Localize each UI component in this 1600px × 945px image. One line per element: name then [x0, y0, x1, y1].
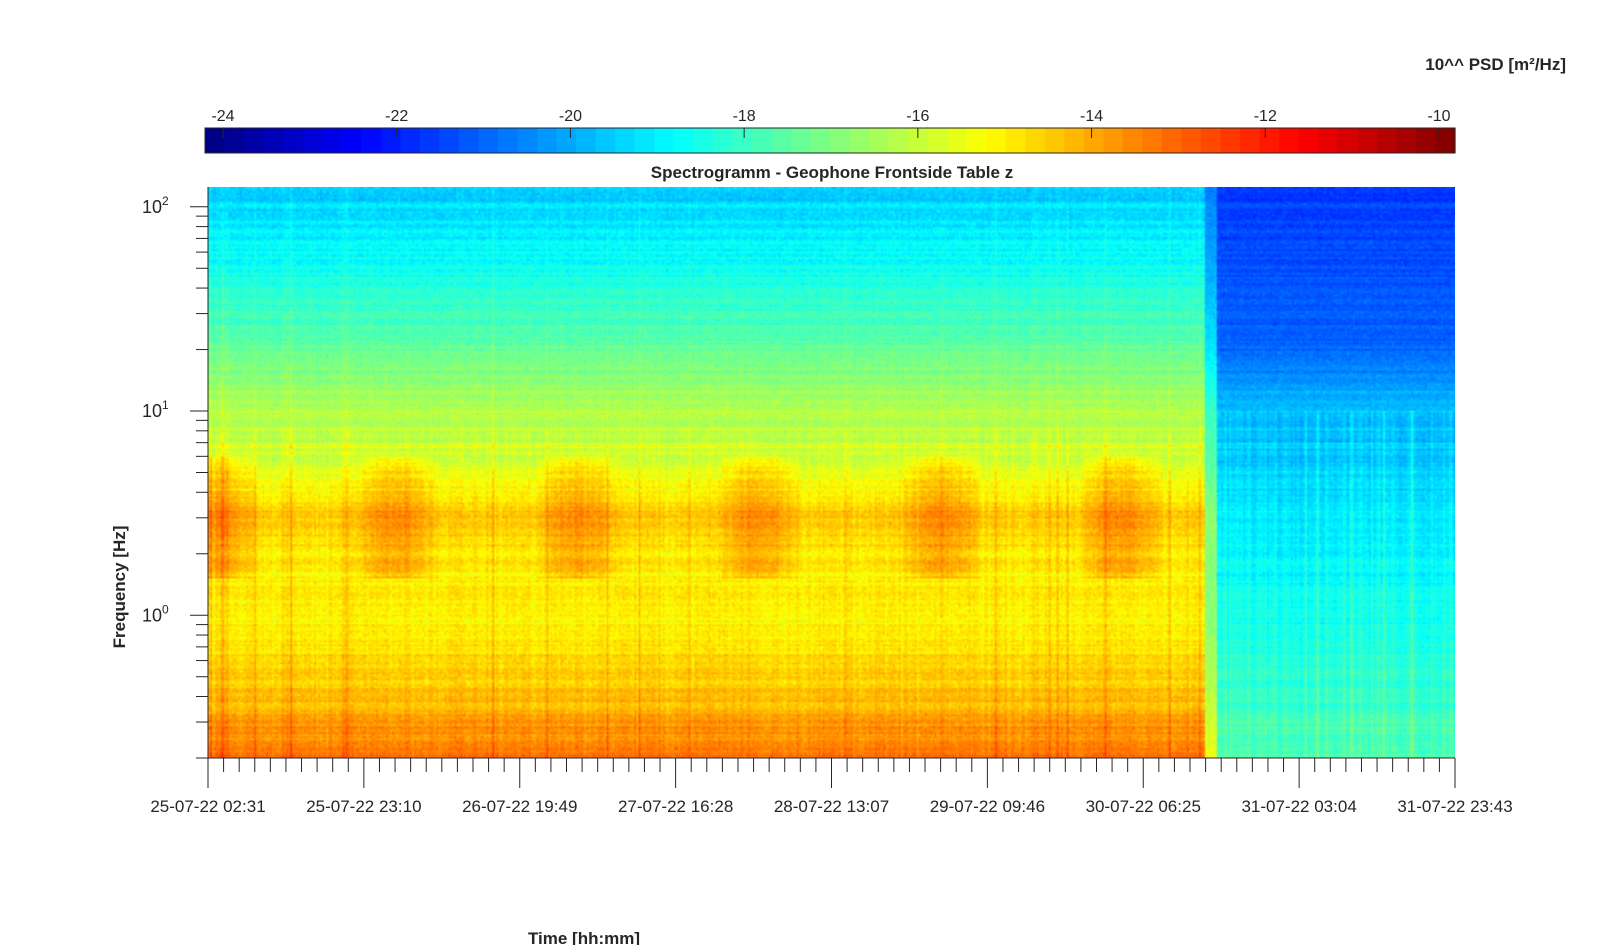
colorbar-cell: [517, 128, 538, 153]
colorbar-cell: [1318, 128, 1339, 153]
colorbar-cell: [419, 128, 440, 153]
colorbar-cell: [1201, 128, 1222, 153]
x-tick-label: 25-07-22 02:31: [150, 797, 265, 816]
x-axis-label: Time [hh:mm]: [528, 929, 640, 945]
colorbar-cell: [908, 128, 929, 153]
colorbar-cell: [341, 128, 362, 153]
colorbar-cell: [458, 128, 480, 153]
colorbar-cell: [1083, 128, 1105, 153]
colorbar-cell: [1220, 128, 1241, 153]
y-axis: 102 101 100: [142, 187, 209, 759]
colorbar-cell: [322, 128, 343, 153]
colorbar-cell: [810, 128, 831, 153]
colorbar-tick-label: -18: [733, 108, 756, 125]
colorbar-cell: [283, 128, 304, 153]
y-tick-label: 101: [142, 398, 169, 421]
colorbar-cell: [732, 128, 753, 153]
spectrogram-heatmap: [208, 187, 1455, 758]
y-tick-label: 102: [142, 194, 169, 217]
colorbar-cell: [1435, 128, 1456, 153]
colorbar-cell: [634, 128, 655, 153]
colorbar-cell: [1103, 128, 1124, 153]
colorbar-cell: [537, 128, 558, 153]
colorbar-cell: [263, 128, 284, 153]
colorbar-tick-label: -10: [1427, 108, 1450, 125]
colorbar-cell: [1337, 128, 1358, 153]
colorbar-cell: [966, 128, 987, 153]
colorbar-cell: [1142, 128, 1163, 153]
colorbar-cell: [400, 128, 421, 153]
colorbar-cell: [1181, 128, 1202, 153]
colorbar-cell: [1064, 128, 1085, 153]
colorbar-cell: [947, 128, 968, 153]
colorbar-cell: [673, 128, 694, 153]
colorbar-cell: [1162, 128, 1183, 153]
colorbar-cell: [830, 128, 851, 153]
colorbar-tick-label: -20: [559, 108, 582, 125]
colorbar-cell: [1005, 128, 1026, 153]
x-tick-label: 26-07-22 19:49: [462, 797, 577, 816]
colorbar-cell: [1240, 128, 1261, 153]
colorbar-cell: [654, 128, 675, 153]
colorbar-cell: [751, 128, 773, 153]
colorbar-cell: [869, 128, 890, 153]
colorbar-cell: [1122, 128, 1144, 153]
colorbar-cell: [497, 128, 519, 153]
colorbar-cell: [205, 128, 226, 153]
x-tick-label: 29-07-22 09:46: [930, 797, 1045, 816]
x-tick-label: 31-07-22 03:04: [1241, 797, 1356, 816]
x-tick-label: 25-07-22 23:10: [306, 797, 421, 816]
colorbar-tick-label: -22: [385, 108, 408, 125]
x-tick-label: 31-07-22 23:43: [1397, 797, 1512, 816]
colorbar-cell: [556, 128, 577, 153]
colorbar-cell: [361, 128, 382, 153]
colorbar-cell: [244, 128, 265, 153]
colorbar-cell: [712, 128, 733, 153]
colorbar-cell: [790, 128, 812, 153]
chart-title: Spectrogramm - Geophone Frontside Table …: [651, 163, 1013, 182]
x-tick-label: 27-07-22 16:28: [618, 797, 733, 816]
colorbar-tick-label: -24: [211, 108, 234, 125]
colorbar-tick-label: -12: [1254, 108, 1277, 125]
colorbar: -24 -22 -20 -18 -16 -14 -12 -10: [204, 108, 1456, 154]
colorbar-cell: [1044, 128, 1065, 153]
colorbar-label: 10^^ PSD [m²/Hz]: [1425, 55, 1566, 74]
colorbar-cell: [302, 128, 323, 153]
colorbar-cell: [693, 128, 714, 153]
colorbar-cell: [1259, 128, 1280, 153]
colorbar-cell: [576, 128, 597, 153]
y-axis-label: Frequency [Hz]: [110, 526, 129, 649]
colorbar-cell: [771, 128, 792, 153]
x-tick-label: 28-07-22 13:07: [774, 797, 889, 816]
y-tick-label: 100: [142, 602, 169, 625]
colorbar-cell: [1025, 128, 1046, 153]
colorbar-cell: [478, 128, 499, 153]
colorbar-cell: [888, 128, 909, 153]
colorbar-cell: [1298, 128, 1319, 153]
colorbar-cell: [1415, 128, 1437, 153]
x-tick-label: 30-07-22 06:25: [1086, 797, 1201, 816]
colorbar-cell: [224, 128, 245, 153]
colorbar-cell: [615, 128, 636, 153]
colorbar-cell: [595, 128, 616, 153]
colorbar-cell: [986, 128, 1007, 153]
colorbar-cell: [1396, 128, 1417, 153]
x-axis: 25-07-22 02:31 25-07-22 23:10 26-07-22 19:…: [150, 757, 1513, 816]
colorbar-tick-label: -16: [906, 108, 929, 125]
colorbar-cell: [1376, 128, 1398, 153]
colorbar-cell: [1357, 128, 1378, 153]
colorbar-cell: [927, 128, 948, 153]
colorbar-cell: [1279, 128, 1300, 153]
colorbar-cell: [849, 128, 870, 153]
colorbar-tick-label: -14: [1080, 108, 1103, 125]
colorbar-cell: [439, 128, 460, 153]
colorbar-cell: [380, 128, 401, 153]
